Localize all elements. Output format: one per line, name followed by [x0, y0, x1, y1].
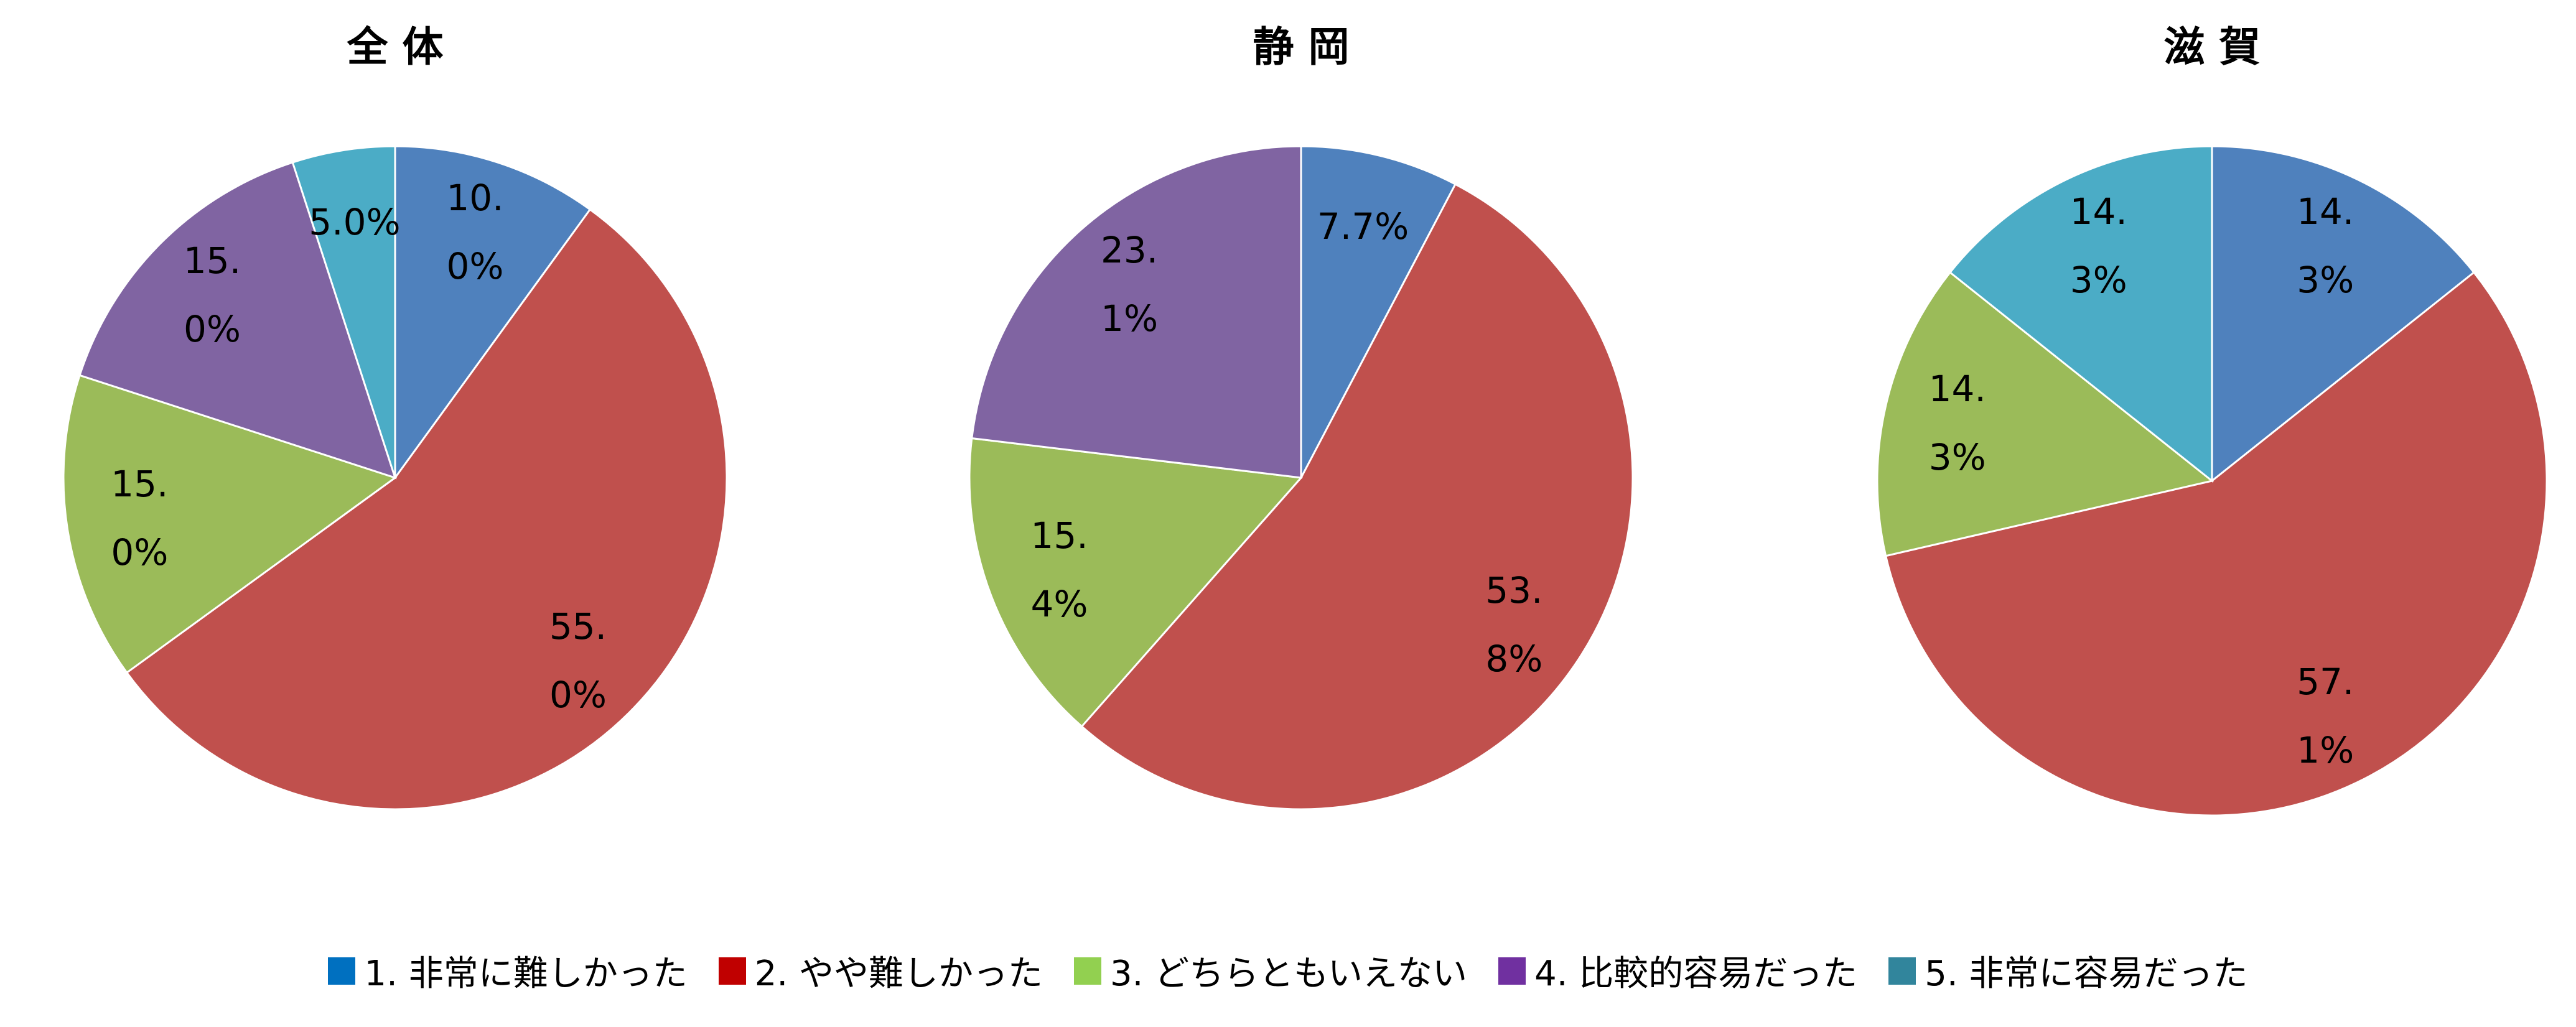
legend-label: 4. 比較的容易だった — [1534, 954, 1858, 994]
pie-slice — [971, 145, 1302, 479]
pie-slice — [1300, 145, 1457, 478]
pie-slice — [968, 437, 1304, 728]
data-label: 14.3% — [1928, 367, 1986, 479]
legend-item: 1. 非常に難しかった — [328, 946, 688, 996]
chart-title: 静 岡 — [1253, 23, 1350, 71]
data-label: 15.4% — [1030, 514, 1088, 626]
data-label: 15.0% — [111, 462, 169, 574]
chart-title: 滋 賀 — [2164, 23, 2261, 71]
legend-swatch — [1498, 957, 1526, 985]
legend-label: 2. やや難しかった — [754, 954, 1043, 994]
legend-swatch — [328, 957, 356, 985]
legend-item: 2. やや難しかった — [718, 946, 1043, 996]
data-label: 55.0% — [549, 605, 607, 716]
data-label: 14.3% — [2297, 190, 2354, 301]
legend-item: 4. 比較的容易だった — [1498, 946, 1857, 996]
pie-slice — [394, 145, 592, 481]
legend-swatch — [718, 957, 746, 985]
data-label: 15.0% — [183, 239, 241, 351]
legend-swatch — [1073, 957, 1101, 985]
legend-label: 5. 非常に容易だった — [1925, 954, 2248, 994]
data-label: 57.1% — [2297, 660, 2354, 771]
chart-title: 全 体 — [347, 23, 444, 71]
legend-label: 1. 非常に難しかった — [364, 954, 688, 994]
legend-item: 5. 非常に容易だった — [1888, 946, 2248, 996]
data-label: 14.3% — [2070, 190, 2127, 301]
pie-slice — [291, 145, 396, 478]
data-label: 23.1% — [1100, 228, 1159, 340]
pie-slice — [62, 374, 398, 674]
pie-slice — [1948, 145, 2213, 483]
data-label: 10.0% — [446, 176, 504, 287]
legend: 1. 非常に難しかった 2. やや難しかった 3. どちらともいえない 4. 比較的容… — [0, 946, 2576, 996]
legend-label: 3. どちらともいえない — [1109, 954, 1468, 994]
data-label: 5.0% — [309, 201, 401, 244]
pie-slice — [2211, 145, 2476, 483]
pie-slice — [1884, 271, 2548, 817]
pie-slice — [78, 161, 397, 480]
pie-slice — [1876, 271, 2214, 557]
legend-item: 3. どちらともいえない — [1073, 946, 1468, 996]
data-label: 53.8% — [1485, 569, 1543, 680]
pie-slice — [125, 208, 728, 811]
data-label: 7.7% — [1317, 205, 1409, 248]
pie-slice — [1080, 183, 1634, 811]
legend-swatch — [1888, 957, 1916, 985]
